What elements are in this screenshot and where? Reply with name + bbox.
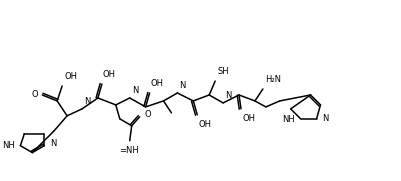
Text: OH: OH <box>64 72 77 81</box>
Text: SH: SH <box>217 67 229 76</box>
Text: OH: OH <box>198 120 211 129</box>
Text: O: O <box>32 90 38 100</box>
Text: =NH: =NH <box>119 146 139 155</box>
Text: OH: OH <box>103 70 116 79</box>
Text: NH: NH <box>282 115 295 124</box>
Text: OH: OH <box>151 79 164 88</box>
Text: O: O <box>145 110 151 119</box>
Text: N: N <box>50 139 57 148</box>
Text: N: N <box>179 81 186 90</box>
Text: OH: OH <box>242 114 255 123</box>
Text: N: N <box>322 114 329 123</box>
Text: N: N <box>225 91 231 100</box>
Text: H₂N: H₂N <box>265 75 281 84</box>
Text: N: N <box>84 97 90 106</box>
Text: NH: NH <box>2 141 14 150</box>
Text: N: N <box>132 86 138 95</box>
